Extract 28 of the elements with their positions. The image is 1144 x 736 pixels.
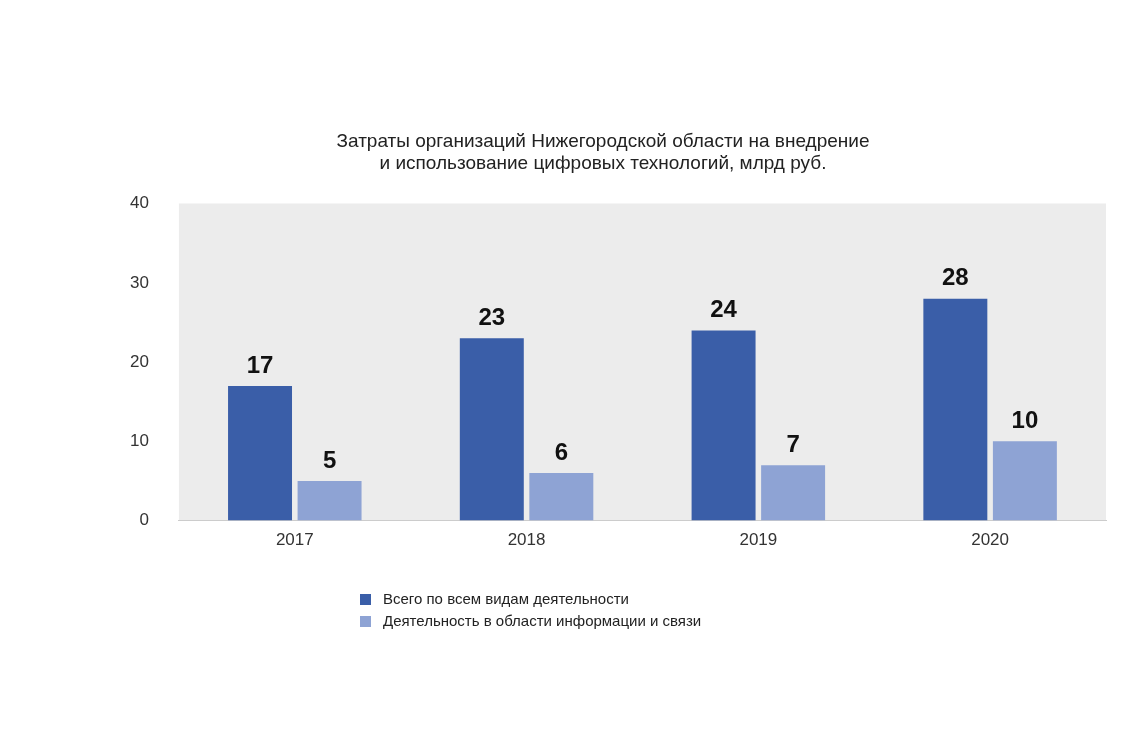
legend-label: Всего по всем видам деятельности: [383, 589, 629, 609]
bar: [992, 441, 1057, 521]
bar: [228, 385, 293, 521]
x-tick-label: 2018: [507, 530, 546, 550]
bar: [459, 338, 524, 521]
y-tick-label: 10: [129, 431, 149, 451]
bar: [761, 465, 826, 521]
x-tick-label: 2019: [739, 530, 778, 550]
data-label: 28: [942, 263, 969, 291]
x-tick-label: 2017: [275, 530, 314, 550]
legend-label: Деятельность в области информации и связи: [383, 611, 702, 631]
data-label: 17: [246, 350, 274, 378]
data-label: 7: [786, 429, 800, 457]
bar: [529, 473, 594, 521]
bar: [297, 480, 362, 521]
bar: [923, 298, 988, 521]
data-label: 23: [478, 302, 506, 330]
data-label: 5: [322, 445, 337, 473]
data-label: 10: [1011, 405, 1039, 433]
x-tick-label: 2020: [971, 530, 1010, 550]
y-tick-label: 0: [139, 510, 149, 530]
chart-title: Затраты организаций Нижегородской области на внедрение и использование цифровых технологий, млрд руб.: [336, 129, 870, 174]
y-tick-label: 30: [129, 272, 149, 292]
y-tick-label: 40: [129, 193, 149, 213]
data-label: 24: [710, 295, 738, 323]
data-label: 6: [554, 437, 569, 465]
bar: [691, 330, 756, 521]
y-tick-label: 20: [129, 351, 149, 371]
